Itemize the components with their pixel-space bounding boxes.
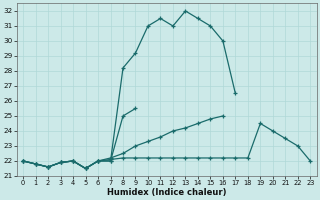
X-axis label: Humidex (Indice chaleur): Humidex (Indice chaleur) [107,188,227,197]
